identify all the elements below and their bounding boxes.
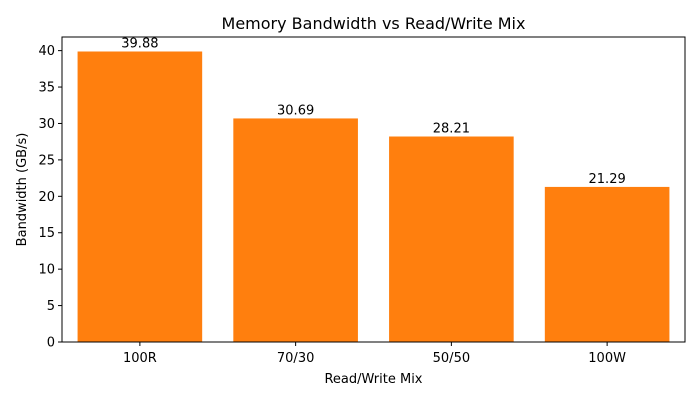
- x-axis-label: Read/Write Mix: [324, 372, 422, 387]
- x-tick-label-50/50: 50/50: [433, 351, 470, 366]
- y-tick-label-10: 10: [38, 263, 55, 278]
- data-label-70/30: 30.69: [277, 103, 314, 118]
- bar-70/30: [233, 118, 358, 342]
- bars-group: [77, 51, 670, 342]
- data-label-100R: 39.88: [121, 36, 158, 51]
- data-label-100W: 21.29: [589, 172, 626, 187]
- plot-frame: [61, 36, 686, 343]
- y-tick-label-15: 15: [38, 226, 55, 241]
- bar-100R: [77, 51, 203, 342]
- y-tick-label-0: 0: [47, 336, 55, 351]
- y-tick-label-40: 40: [38, 44, 55, 59]
- y-tick-label-30: 30: [38, 117, 55, 132]
- y-axis-ticks: 0 5 10 15 20 25 30 35 40: [38, 44, 62, 351]
- x-tick-label-100W: 100W: [588, 351, 626, 366]
- x-tick-label-70/30: 70/30: [277, 351, 314, 366]
- x-axis-ticks: 100R 70/30 50/50 100W: [123, 342, 626, 366]
- y-tick-label-5: 5: [47, 299, 55, 314]
- bar-50/50: [389, 136, 514, 342]
- y-axis-label: Bandwidth (GB/s): [15, 133, 30, 247]
- y-tick-label-20: 20: [38, 190, 55, 205]
- y-tick-label-35: 35: [38, 81, 55, 96]
- x-tick-label-100R: 100R: [123, 351, 157, 366]
- data-labels-group: 39.88 30.69 28.21 21.29: [121, 36, 625, 186]
- bar-100W: [544, 186, 670, 342]
- data-label-50/50: 28.21: [433, 122, 470, 137]
- y-tick-label-25: 25: [38, 153, 55, 168]
- chart-title: Memory Bandwidth vs Read/Write Mix: [222, 14, 526, 33]
